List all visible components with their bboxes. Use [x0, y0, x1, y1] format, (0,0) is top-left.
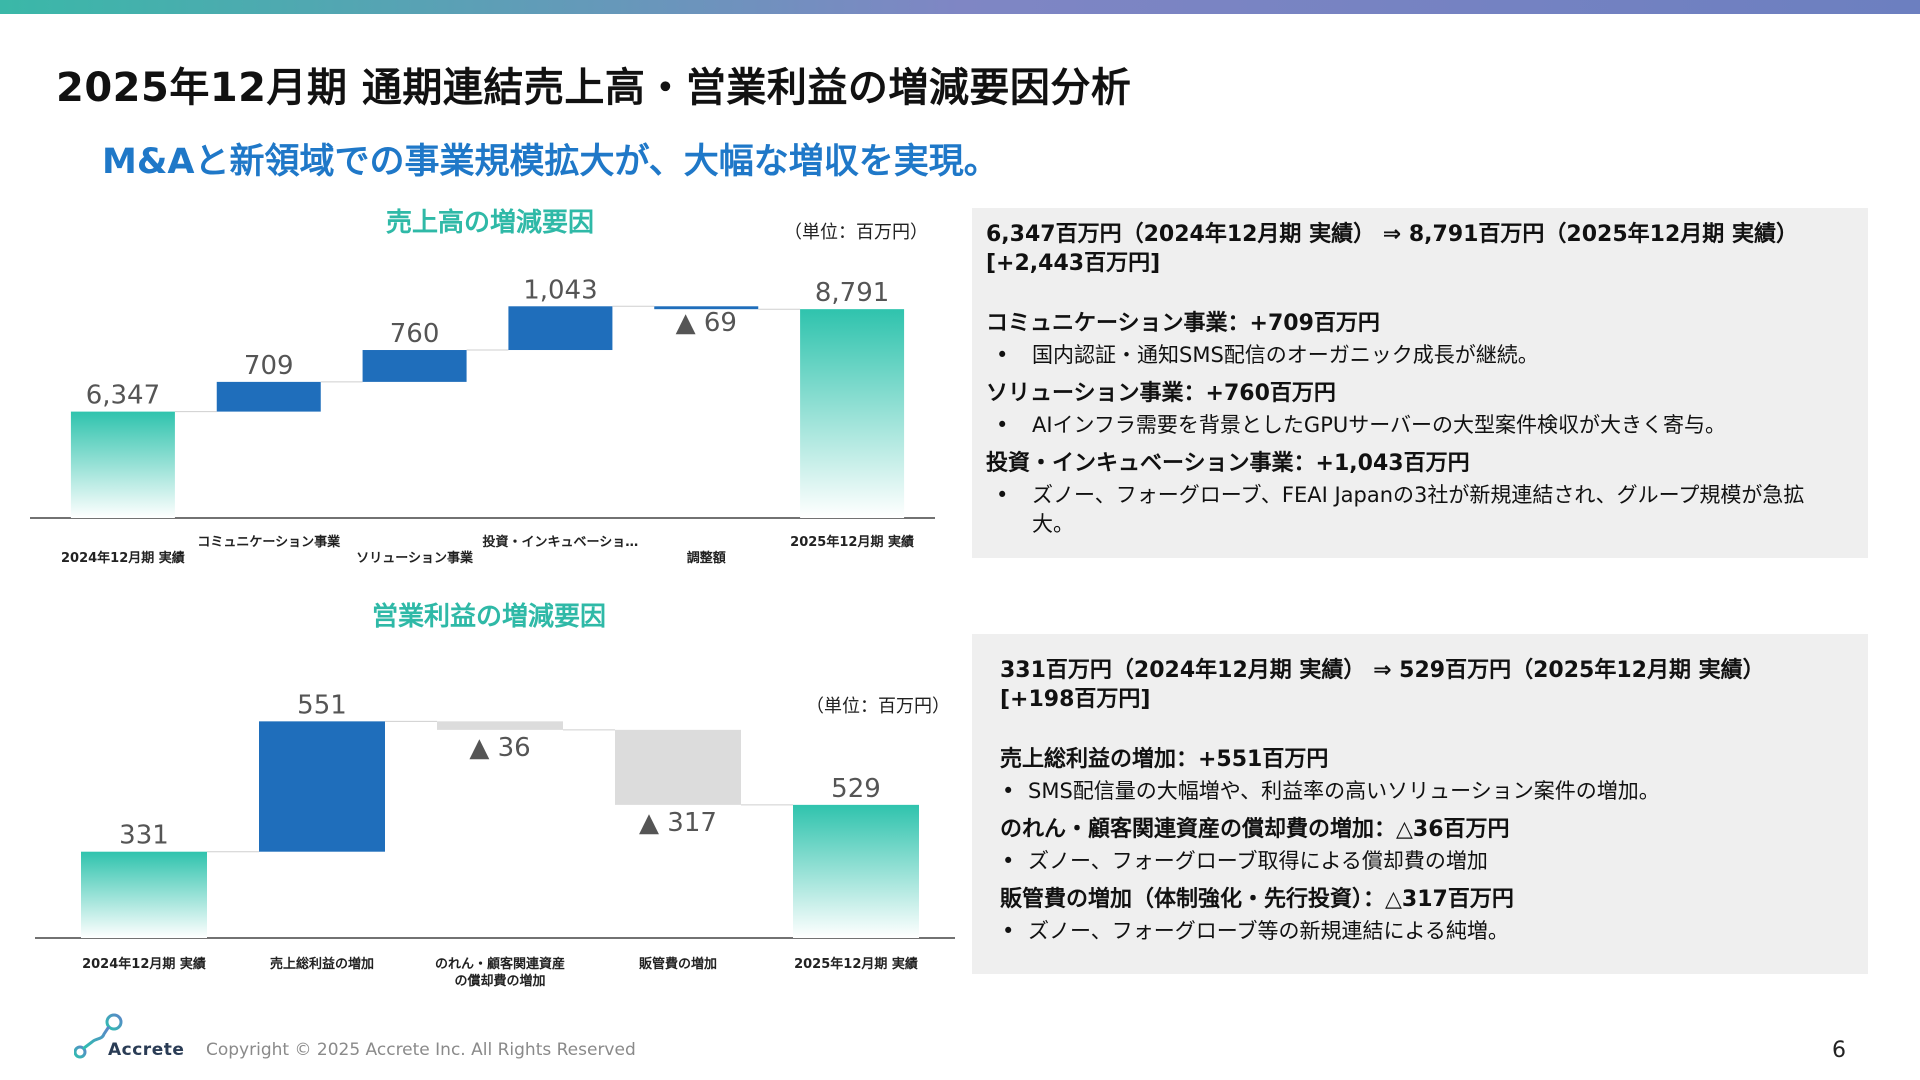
chart2-title: 営業利益の増減要因	[372, 602, 607, 632]
data-label-4: 529	[831, 774, 881, 804]
category-label-2: ソリューション事業	[356, 550, 474, 566]
sales-section-solution: ソリューション事業：+760百万円	[986, 381, 1336, 406]
profit-section-gross-profit: 売上総利益の増加：+551百万円	[1000, 747, 1329, 772]
data-label-0: 331	[119, 821, 169, 851]
sales-headline: 6,347百万円（2024年12月期 実績） ⇒ 8,791百万円（2025年1…	[986, 222, 1798, 276]
chart1-unit: （単位：百万円）	[784, 222, 928, 243]
bullet-dot: •	[996, 413, 1009, 437]
page-number: 6	[1832, 1038, 1846, 1063]
operating-profit-waterfall-chart: 331 2024年12月期 実績 551 売上総利益の増加 ▲ 36 のれん・顧客関連資産…	[35, 690, 955, 989]
sales-explanation-panel: 6,347百万円（2024年12月期 実績） ⇒ 8,791百万円（2025年1…	[972, 208, 1868, 558]
bullet-dot: •	[1002, 919, 1015, 943]
category-label-4: 2025年12月期 実績	[794, 956, 918, 972]
top-gradient-bar	[0, 0, 1920, 14]
chart1-title: 売上高の増減要因	[386, 208, 595, 238]
data-label-3: ▲ 317	[639, 808, 717, 838]
profit-section-amortization: のれん・顧客関連資産の償却費の増加：△36百万円	[1000, 817, 1510, 842]
chart2-unit: （単位：百万円）	[806, 696, 950, 717]
category-label-3: 販管費の増加	[639, 956, 717, 972]
copyright-text: Copyright © 2025 Accrete Inc. All Rights…	[206, 1040, 636, 1060]
category-label-0: 2024年12月期 実績	[82, 956, 206, 972]
profit-bullet-amortization: • ズノー、フォーグローブ取得による償却費の増加	[1000, 847, 1840, 876]
data-label-5: 8,791	[815, 278, 889, 308]
category-label-2: の償却費の増加	[454, 973, 545, 989]
data-label-2: ▲ 36	[469, 733, 530, 763]
bar-1	[259, 721, 385, 852]
data-label-0: 6,347	[86, 381, 160, 411]
sales-bullet-investment: • ズノー、フォーグローブ、FEAI Japanの3社が新規連結され、グループ規模…	[996, 483, 1805, 536]
bullet-dot: •	[996, 343, 1009, 367]
bar-5	[800, 309, 905, 518]
bar-4	[654, 306, 759, 310]
bar-2	[437, 721, 563, 730]
category-label-2: のれん・顧客関連資産	[435, 956, 565, 972]
bullet-dot: •	[1002, 779, 1015, 803]
profit-bullet-gross-profit: • SMS配信量の大幅増や、利益率の高いソリューション案件の増加。	[1000, 777, 1840, 806]
category-label-3: 投資・インキュベーショ…	[483, 534, 639, 550]
sales-bullet-solution: • AIインフラ需要を背景としたGPUサーバーの大型案件検収が大きく寄与。	[986, 411, 1854, 440]
data-label-2: 760	[390, 319, 440, 349]
category-label-1: コミュニケーション事業	[197, 534, 341, 550]
bar-1	[216, 381, 321, 412]
bar-2	[362, 350, 467, 382]
bar-0	[70, 411, 175, 518]
bar-3	[615, 729, 741, 805]
profit-section-sga: 販管費の増加（体制強化・先行投資）：△317百万円	[1000, 887, 1514, 912]
bar-4	[793, 804, 919, 938]
sales-section-communication: コミュニケーション事業：+709百万円	[986, 311, 1380, 336]
accrete-logo-icon	[74, 1013, 123, 1059]
logo-text: Accrete	[108, 1040, 185, 1060]
data-label-3: 1,043	[523, 275, 597, 305]
sales-waterfall-chart: 6,347 2024年12月期 実績 709 コミュニケーション事業 760 ソリューショ…	[30, 275, 935, 566]
sales-bullet-communication: • 国内認証・通知SMS配信のオーガニック成長が継続。	[986, 341, 1854, 370]
bar-3	[508, 306, 613, 351]
profit-bullet-sga: • ズノー、フォーグローブ等の新規連結による純増。	[1000, 917, 1840, 946]
category-label-0: 2024年12月期 実績	[61, 550, 185, 566]
category-label-1: 売上総利益の増加	[270, 956, 374, 972]
profit-headline: 331百万円（2024年12月期 実績） ⇒ 529百万円（2025年12月期 …	[1000, 658, 1765, 712]
data-label-1: 709	[244, 351, 294, 381]
profit-explanation-panel: 331百万円（2024年12月期 実績） ⇒ 529百万円（2025年12月期 …	[972, 634, 1868, 974]
sales-section-investment: 投資・インキュベーション事業：+1,043百万円	[986, 451, 1470, 476]
category-label-4: 調整額	[687, 550, 726, 566]
page-subtitle: M&Aと新領域での事業規模拡大が、大幅な増収を実現。	[102, 142, 999, 182]
bullet-dot: •	[996, 483, 1009, 507]
category-label-5: 2025年12月期 実績	[790, 534, 914, 550]
page-title: 2025年12月期 通期連結売上高・営業利益の増減要因分析	[56, 65, 1132, 111]
data-label-1: 551	[297, 690, 347, 720]
bar-0	[81, 851, 207, 938]
bullet-dot: •	[1002, 849, 1015, 873]
data-label-4: ▲ 69	[676, 308, 737, 338]
